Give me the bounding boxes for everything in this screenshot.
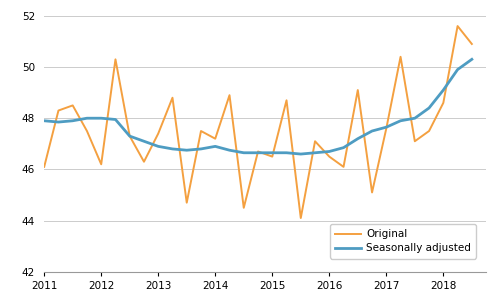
Seasonally adjusted <box>341 146 347 149</box>
Original <box>270 155 275 159</box>
Original <box>41 165 47 169</box>
Original <box>241 206 246 210</box>
Original <box>55 109 61 112</box>
Original <box>284 98 290 102</box>
Seasonally adjusted <box>398 119 404 123</box>
Original <box>341 165 347 169</box>
Original <box>141 160 147 164</box>
Seasonally adjusted <box>455 68 461 71</box>
Seasonally adjusted <box>141 140 147 143</box>
Original <box>198 129 204 133</box>
Original <box>327 155 332 159</box>
Line: Seasonally adjusted: Seasonally adjusted <box>44 59 472 154</box>
Seasonally adjusted <box>440 88 446 92</box>
Seasonally adjusted <box>469 57 475 61</box>
Original <box>84 129 90 133</box>
Original <box>226 93 232 97</box>
Original <box>255 150 261 153</box>
Seasonally adjusted <box>270 151 275 155</box>
Line: Original: Original <box>44 26 472 218</box>
Original <box>440 101 446 105</box>
Original <box>469 42 475 46</box>
Seasonally adjusted <box>84 116 90 120</box>
Original <box>412 140 418 143</box>
Original <box>398 55 404 59</box>
Seasonally adjusted <box>284 151 290 155</box>
Seasonally adjusted <box>55 120 61 124</box>
Seasonally adjusted <box>155 145 161 148</box>
Original <box>184 201 190 204</box>
Seasonally adjusted <box>241 151 246 155</box>
Seasonally adjusted <box>369 129 375 133</box>
Seasonally adjusted <box>426 106 432 110</box>
Original <box>70 104 76 107</box>
Original <box>98 162 104 166</box>
Seasonally adjusted <box>41 119 47 123</box>
Original <box>455 24 461 28</box>
Seasonally adjusted <box>327 150 332 153</box>
Seasonally adjusted <box>98 116 104 120</box>
Original <box>298 216 304 220</box>
Seasonally adjusted <box>70 119 76 123</box>
Original <box>212 137 218 140</box>
Seasonally adjusted <box>112 118 118 121</box>
Original <box>127 134 133 138</box>
Seasonally adjusted <box>184 148 190 152</box>
Original <box>383 127 389 130</box>
Legend: Original, Seasonally adjusted: Original, Seasonally adjusted <box>330 224 476 259</box>
Seasonally adjusted <box>312 151 318 155</box>
Seasonally adjusted <box>355 137 361 140</box>
Seasonally adjusted <box>412 116 418 120</box>
Seasonally adjusted <box>298 152 304 156</box>
Original <box>169 96 175 100</box>
Seasonally adjusted <box>255 151 261 155</box>
Seasonally adjusted <box>383 125 389 129</box>
Original <box>426 129 432 133</box>
Seasonally adjusted <box>226 148 232 152</box>
Original <box>355 88 361 92</box>
Original <box>369 191 375 194</box>
Seasonally adjusted <box>198 147 204 151</box>
Seasonally adjusted <box>169 147 175 151</box>
Seasonally adjusted <box>212 145 218 148</box>
Original <box>112 57 118 61</box>
Original <box>312 140 318 143</box>
Original <box>155 132 161 135</box>
Seasonally adjusted <box>127 134 133 138</box>
